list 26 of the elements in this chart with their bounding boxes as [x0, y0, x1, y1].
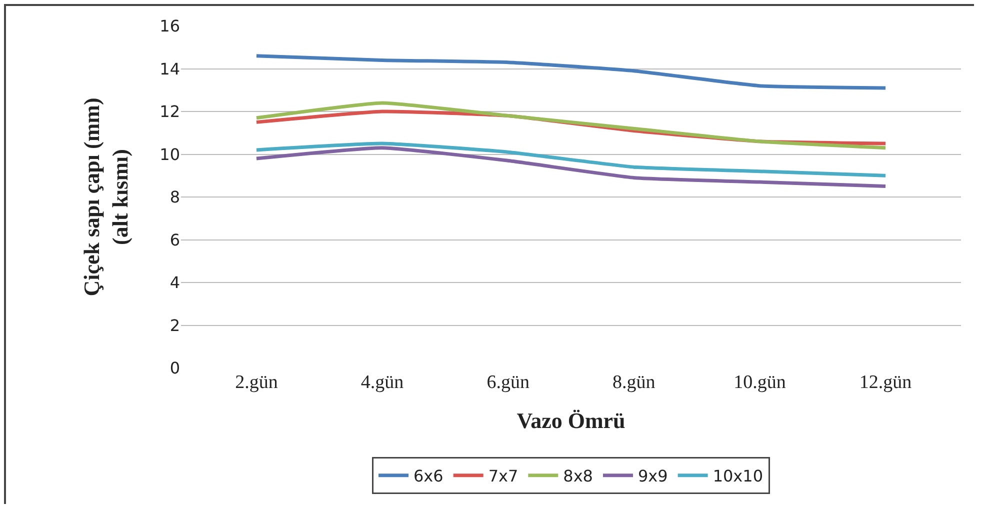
y-tick-label: 6: [170, 230, 180, 250]
y-tick-label: 16: [160, 16, 180, 36]
y-tick-label: 12: [160, 102, 180, 122]
line-series: [254, 142, 888, 178]
y-tick-label: 14: [160, 59, 180, 78]
y-tick-label: 4: [170, 273, 180, 292]
x-tick-label: 10.gün: [734, 372, 786, 393]
x-tick-label: 6.gün: [486, 372, 530, 393]
y-axis-title: Çiçek sapı çapı (mm) (alt kısmı): [78, 98, 132, 296]
y-tick-label: 10: [160, 144, 180, 164]
legend-label: 9x9: [638, 466, 668, 486]
legend-label: 7x7: [488, 466, 518, 486]
x-tick-label: 8.gün: [612, 372, 656, 393]
x-tick-label: 4.gün: [360, 372, 404, 393]
y-tick-label: 8: [170, 188, 180, 207]
x-tick-label: 2.gün: [235, 372, 278, 393]
legend-label: 10x10: [712, 466, 763, 486]
line-series: [254, 54, 888, 90]
x-tick-label: 12.gün: [859, 372, 912, 393]
line-series: [254, 101, 888, 150]
x-axis-title: Vazo Ömrü: [516, 408, 626, 433]
y-tick-label: 2: [170, 316, 180, 335]
line-series: [254, 146, 888, 188]
y-tick-label: 0: [170, 358, 180, 378]
legend-label: 8x8: [563, 466, 593, 486]
legend-label: 6x6: [414, 466, 444, 486]
